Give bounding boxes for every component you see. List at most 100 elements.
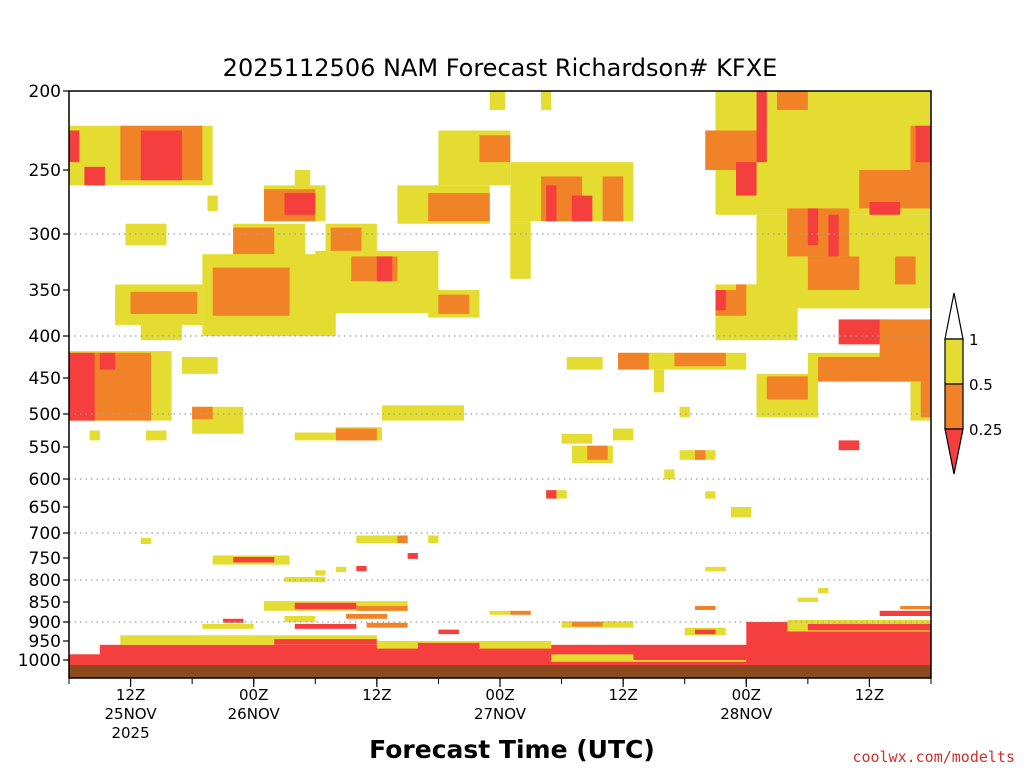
x-tick-date: 26NOV — [228, 705, 281, 723]
y-tick-label-600: 600 — [29, 470, 61, 490]
ri-cell-high — [797, 597, 819, 602]
ri-cell-high — [541, 91, 552, 110]
ri-cell-mid — [130, 291, 198, 314]
x-tick-date: 27NOV — [474, 705, 527, 723]
ri-cell-low — [274, 639, 377, 645]
legend-label: 1 — [969, 331, 979, 349]
ri-cell-high — [125, 223, 167, 246]
ri-cell-mid — [428, 193, 490, 222]
ri-cell-high — [294, 170, 311, 190]
ground-bar — [69, 665, 931, 678]
ri-cell-mid — [356, 606, 408, 611]
ri-cell-low — [736, 162, 757, 196]
ri-cell-low — [233, 557, 275, 563]
y-tick-label-300: 300 — [29, 225, 61, 245]
ri-cell-high — [679, 406, 690, 418]
ri-cell-high — [202, 623, 254, 629]
ri-cell-high — [284, 616, 316, 622]
ri-cell-mid — [602, 176, 624, 222]
ri-cell-low — [879, 610, 931, 616]
ri-cell-mid — [895, 256, 916, 285]
ri-cell-mid — [366, 622, 408, 628]
x-tick-label: 12Z — [608, 686, 637, 704]
ri-cell-low — [694, 629, 716, 635]
ri-cell-high — [730, 507, 752, 518]
ri-cell-low — [284, 193, 316, 215]
ri-cell-high — [145, 430, 167, 441]
ri-cell-mid — [766, 376, 808, 400]
ri-cell-low — [633, 652, 747, 660]
ri-cell-low — [546, 185, 557, 222]
ri-cell-mid — [736, 284, 747, 316]
ri-cell-high — [315, 570, 326, 576]
ri-cell-low — [222, 618, 244, 623]
ri-cell-high — [294, 432, 336, 441]
ri-cell-low — [715, 290, 726, 311]
ri-cell-high — [489, 610, 511, 615]
x-tick-label: 00Z — [239, 686, 268, 704]
ri-cell-low — [84, 166, 105, 186]
ri-cell-low — [546, 490, 557, 499]
ri-cell-low — [294, 602, 357, 610]
x-tick-date: 28NOV — [720, 705, 773, 723]
ri-cell-mid — [571, 622, 603, 627]
ri-cell-high — [181, 357, 218, 374]
y-tick-label-900: 900 — [29, 613, 61, 633]
ri-cell-high — [653, 369, 665, 393]
x-tick-label: 12Z — [855, 686, 884, 704]
ri-cell-low — [756, 91, 767, 163]
ri-cell-high — [428, 535, 439, 543]
ri-cell-high — [335, 566, 347, 573]
y-tick-label-500: 500 — [29, 405, 61, 425]
ri-cell-low — [417, 642, 480, 650]
x-tick-date: 25NOV — [105, 705, 158, 723]
ri-cell-low — [140, 130, 182, 181]
legend-bottom-arrow — [944, 428, 964, 475]
y-tick-label-750: 750 — [29, 549, 61, 569]
ri-cell-low — [807, 208, 819, 246]
y-tick-label-1000: 1000 — [18, 651, 61, 671]
legend-swatch-high — [944, 338, 964, 385]
ri-cell-low — [915, 125, 931, 163]
ri-cell-high — [381, 405, 465, 421]
ri-cell-mid — [330, 227, 362, 255]
ri-cell-high — [818, 587, 829, 594]
legend-label: 0.5 — [969, 376, 993, 394]
ri-cell-mid — [618, 352, 649, 370]
legend-label: 0.25 — [969, 421, 1002, 439]
ri-cell-mid — [397, 535, 408, 543]
ri-cell-mid — [900, 606, 931, 610]
ri-cell-high — [140, 538, 152, 544]
x-tick-label: 12Z — [116, 686, 145, 704]
ri-cell-low — [407, 553, 418, 559]
chart-title: 2025112506 NAM Forecast Richardson# KFXE — [223, 54, 778, 82]
y-tick-label-550: 550 — [29, 438, 61, 458]
y-tick-label-800: 800 — [29, 571, 61, 591]
ri-cell-low — [376, 256, 393, 282]
ri-cell-mid — [335, 428, 377, 441]
x-tick-label: 00Z — [485, 686, 514, 704]
y-tick-label-350: 350 — [29, 281, 61, 301]
x-tick-label: 00Z — [732, 686, 761, 704]
ri-cell-low — [99, 352, 116, 370]
ri-cell-mid — [694, 606, 716, 610]
gridlines — [69, 233, 931, 623]
ri-cell-mid — [212, 267, 290, 316]
ri-cell-high — [207, 195, 218, 211]
x-axis-title: Forecast Time (UTC) — [369, 735, 655, 764]
ri-cell-high — [566, 357, 603, 370]
ri-cell-mid — [510, 610, 531, 615]
ri-cell-mid — [920, 381, 931, 418]
ri-cell-mid — [694, 450, 706, 460]
ri-cell-mid — [674, 352, 726, 367]
ri-cell-mid — [346, 614, 388, 619]
ri-cell-low — [438, 629, 459, 635]
ri-cell-low — [69, 352, 95, 421]
heatmap-cells — [69, 91, 931, 672]
ri-cell-high — [140, 322, 182, 341]
ri-cell-low — [571, 195, 593, 222]
ri-cell-high — [664, 469, 675, 479]
ri-cell-high — [489, 91, 506, 110]
